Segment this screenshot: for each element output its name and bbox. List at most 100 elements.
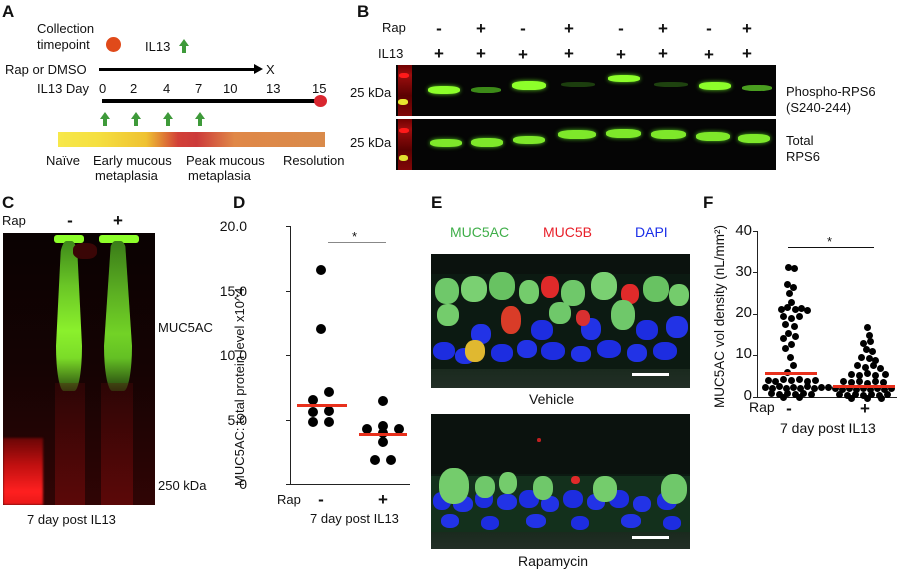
phase-gradient-bar bbox=[58, 132, 325, 147]
collection-label-line1: Collection bbox=[37, 21, 95, 36]
day-tick-0: 0 bbox=[99, 81, 107, 96]
lane-sign: + bbox=[113, 211, 123, 230]
il13-row-label: IL13 bbox=[378, 46, 404, 61]
data-point bbox=[308, 417, 318, 427]
data-point bbox=[316, 265, 326, 275]
panel-label-a: A bbox=[2, 2, 15, 21]
group-sign: - bbox=[318, 490, 324, 509]
median-line bbox=[297, 404, 347, 407]
il13-legend-label: IL13 bbox=[145, 39, 171, 54]
rap-sign: - bbox=[706, 19, 712, 38]
panel-label-b: B bbox=[357, 2, 370, 21]
ytick-label: 40 bbox=[735, 222, 752, 239]
il13-dose-arrow-icon bbox=[100, 112, 110, 126]
marker-250kda-label: 250 kDa bbox=[158, 478, 207, 493]
panel-label-d: D bbox=[233, 193, 246, 212]
phase-peak-line1: Peak mucous bbox=[186, 153, 265, 168]
il13-sign: + bbox=[742, 44, 752, 63]
muc5ac-band-label: MUC5AC bbox=[158, 320, 213, 335]
significance-star-f: * bbox=[827, 234, 833, 249]
il13-sign: + bbox=[658, 44, 668, 63]
ytick-label: 30 bbox=[735, 263, 752, 280]
vehicle-micrograph bbox=[431, 254, 690, 388]
day-line bbox=[102, 99, 320, 103]
rap-sign: + bbox=[564, 19, 574, 38]
significance-bar-f bbox=[788, 247, 874, 248]
il13-sign: + bbox=[564, 44, 574, 63]
caption-f: 7 day post IL13 bbox=[780, 420, 876, 436]
day-tick-10: 10 bbox=[223, 81, 238, 96]
median-line bbox=[359, 433, 407, 436]
data-point bbox=[378, 437, 388, 447]
caption-rapamycin: Rapamycin bbox=[518, 553, 589, 569]
phase-resolution: Resolution bbox=[283, 153, 345, 168]
ytick-label: 0 bbox=[743, 387, 752, 404]
data-point bbox=[386, 455, 396, 465]
x-axis-f bbox=[757, 397, 897, 398]
blot1-marker: 25 kDa bbox=[350, 85, 392, 100]
muc5ac-agarose-gel bbox=[3, 233, 155, 505]
rap-label-d: Rap bbox=[277, 492, 301, 507]
blot2-name-line1: Total bbox=[786, 133, 814, 148]
group-sign: - bbox=[786, 399, 792, 418]
collection-dot-icon bbox=[106, 37, 121, 52]
group-sign: + bbox=[378, 490, 388, 509]
rap-row-label: Rap bbox=[382, 20, 406, 35]
phase-early-line1: Early mucous bbox=[93, 153, 172, 168]
rap-sign: + bbox=[742, 19, 752, 38]
data-point bbox=[324, 417, 334, 427]
data-point bbox=[308, 395, 318, 405]
ytick-label: 20 bbox=[735, 304, 752, 321]
phase-naive: Naïve bbox=[46, 153, 80, 168]
ytick-label: 10.0 bbox=[219, 347, 247, 363]
blot1-name-line1: Phospho-RPS6 bbox=[786, 84, 876, 99]
ytick-label: 0 bbox=[239, 476, 247, 492]
il13-sign: + bbox=[704, 45, 714, 64]
ytick-label: 10 bbox=[735, 345, 752, 362]
endpoint-dot-icon bbox=[314, 95, 327, 107]
rap-sign: - bbox=[618, 19, 624, 38]
rap-label-f: Rap bbox=[749, 399, 775, 415]
scale-bar bbox=[632, 373, 669, 376]
phase-early-line2: metaplasia bbox=[95, 168, 158, 183]
day-tick-7: 7 bbox=[195, 81, 203, 96]
day-tick-15: 15 bbox=[312, 81, 327, 96]
caption-d: 7 day post IL13 bbox=[310, 511, 399, 526]
lane-sign: - bbox=[67, 211, 73, 230]
data-point bbox=[378, 396, 388, 406]
significance-bar-d bbox=[328, 242, 386, 243]
median-line bbox=[765, 372, 817, 375]
x-axis-d bbox=[290, 484, 410, 485]
collection-label-line2: timepoint bbox=[37, 37, 90, 52]
ytick-label: 15.0 bbox=[219, 283, 247, 299]
il13-arrow-icon bbox=[179, 39, 189, 53]
day-tick-2: 2 bbox=[130, 81, 138, 96]
rap-line bbox=[99, 68, 256, 71]
significance-star-d: * bbox=[352, 229, 358, 244]
channel-dapi: DAPI bbox=[635, 224, 668, 240]
il13-sign: + bbox=[616, 45, 626, 64]
phase-peak-line2: metaplasia bbox=[188, 168, 251, 183]
data-point bbox=[370, 455, 380, 465]
ytick-label: 5.0 bbox=[227, 412, 247, 428]
panel-label-e: E bbox=[431, 193, 443, 212]
rap-sign: - bbox=[520, 19, 526, 38]
phospho-rps6-blot bbox=[396, 65, 776, 116]
panel-label-f: F bbox=[703, 193, 714, 212]
day-tick-4: 4 bbox=[163, 81, 171, 96]
data-point bbox=[324, 406, 334, 416]
total-rps6-blot bbox=[396, 119, 776, 170]
il13-sign: + bbox=[476, 44, 486, 63]
rap-sign: + bbox=[658, 19, 668, 38]
data-point bbox=[316, 324, 326, 334]
day-tick-13: 13 bbox=[266, 81, 281, 96]
blot1-name-line2: (S240-244) bbox=[786, 100, 852, 115]
rap-label-c: Rap bbox=[2, 213, 26, 228]
channel-muc5b: MUC5B bbox=[543, 224, 593, 240]
caption-vehicle: Vehicle bbox=[529, 391, 575, 407]
data-point bbox=[308, 407, 318, 417]
median-line bbox=[833, 385, 895, 388]
panel-label-c: C bbox=[2, 193, 15, 212]
caption-c: 7 day post IL13 bbox=[27, 512, 116, 527]
day-line-label: IL13 Day bbox=[37, 81, 90, 96]
